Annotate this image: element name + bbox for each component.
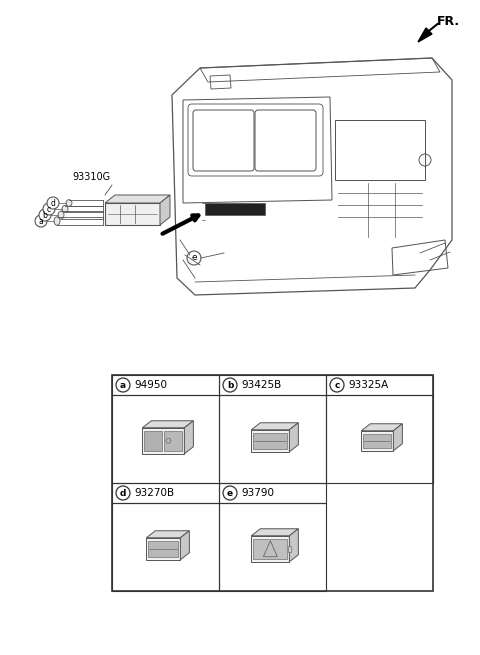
- Polygon shape: [146, 531, 189, 538]
- Text: e: e: [227, 489, 233, 498]
- Bar: [146, 538, 180, 560]
- Bar: [219, 395, 326, 483]
- Bar: [105, 203, 160, 225]
- Circle shape: [43, 203, 55, 215]
- Bar: [253, 433, 288, 449]
- Text: b: b: [43, 210, 48, 219]
- Polygon shape: [289, 529, 299, 562]
- Text: FR.: FR.: [437, 15, 460, 28]
- Polygon shape: [160, 195, 170, 225]
- Bar: [335, 120, 425, 180]
- Polygon shape: [105, 195, 170, 203]
- Circle shape: [47, 197, 59, 209]
- Text: e: e: [191, 253, 197, 263]
- Bar: [219, 375, 326, 395]
- Polygon shape: [361, 424, 402, 431]
- Circle shape: [116, 486, 130, 500]
- Circle shape: [35, 215, 47, 227]
- Text: c: c: [47, 204, 51, 214]
- Text: 93325A: 93325A: [348, 380, 388, 390]
- Text: 93790: 93790: [241, 488, 274, 498]
- Bar: [164, 431, 182, 451]
- Circle shape: [330, 378, 344, 392]
- Bar: [148, 541, 179, 557]
- Bar: [253, 539, 288, 559]
- Polygon shape: [289, 422, 299, 452]
- Bar: [205, 203, 265, 215]
- Polygon shape: [252, 529, 299, 536]
- Bar: [288, 546, 291, 552]
- Ellipse shape: [66, 200, 72, 206]
- Polygon shape: [143, 421, 193, 428]
- Bar: [112, 375, 219, 395]
- Bar: [143, 428, 184, 454]
- Bar: [252, 536, 289, 562]
- Bar: [361, 431, 394, 451]
- Circle shape: [223, 486, 237, 500]
- Polygon shape: [418, 28, 432, 42]
- Text: 93270B: 93270B: [134, 488, 174, 498]
- Circle shape: [116, 378, 130, 392]
- Text: b: b: [227, 381, 233, 390]
- Bar: [326, 375, 433, 395]
- Ellipse shape: [58, 211, 64, 219]
- Bar: [363, 434, 391, 448]
- Text: d: d: [120, 489, 126, 498]
- Text: c: c: [334, 381, 340, 390]
- Bar: [112, 375, 433, 591]
- Text: d: d: [50, 198, 55, 208]
- Circle shape: [39, 209, 51, 221]
- Text: 94950: 94950: [134, 380, 167, 390]
- Bar: [252, 430, 289, 452]
- Text: a: a: [38, 217, 43, 225]
- Bar: [219, 503, 326, 591]
- Circle shape: [223, 378, 237, 392]
- Bar: [112, 395, 219, 483]
- Polygon shape: [184, 421, 193, 454]
- Ellipse shape: [62, 206, 68, 213]
- Bar: [112, 503, 219, 591]
- Text: 93310G: 93310G: [72, 172, 110, 182]
- Bar: [144, 431, 162, 451]
- Bar: [219, 483, 326, 503]
- Circle shape: [187, 251, 201, 265]
- Text: 93425B: 93425B: [241, 380, 281, 390]
- Polygon shape: [252, 422, 299, 430]
- Bar: [112, 483, 219, 503]
- Text: a: a: [120, 381, 126, 390]
- Ellipse shape: [54, 217, 60, 225]
- Polygon shape: [180, 531, 189, 560]
- Bar: [326, 395, 433, 483]
- Polygon shape: [394, 424, 402, 451]
